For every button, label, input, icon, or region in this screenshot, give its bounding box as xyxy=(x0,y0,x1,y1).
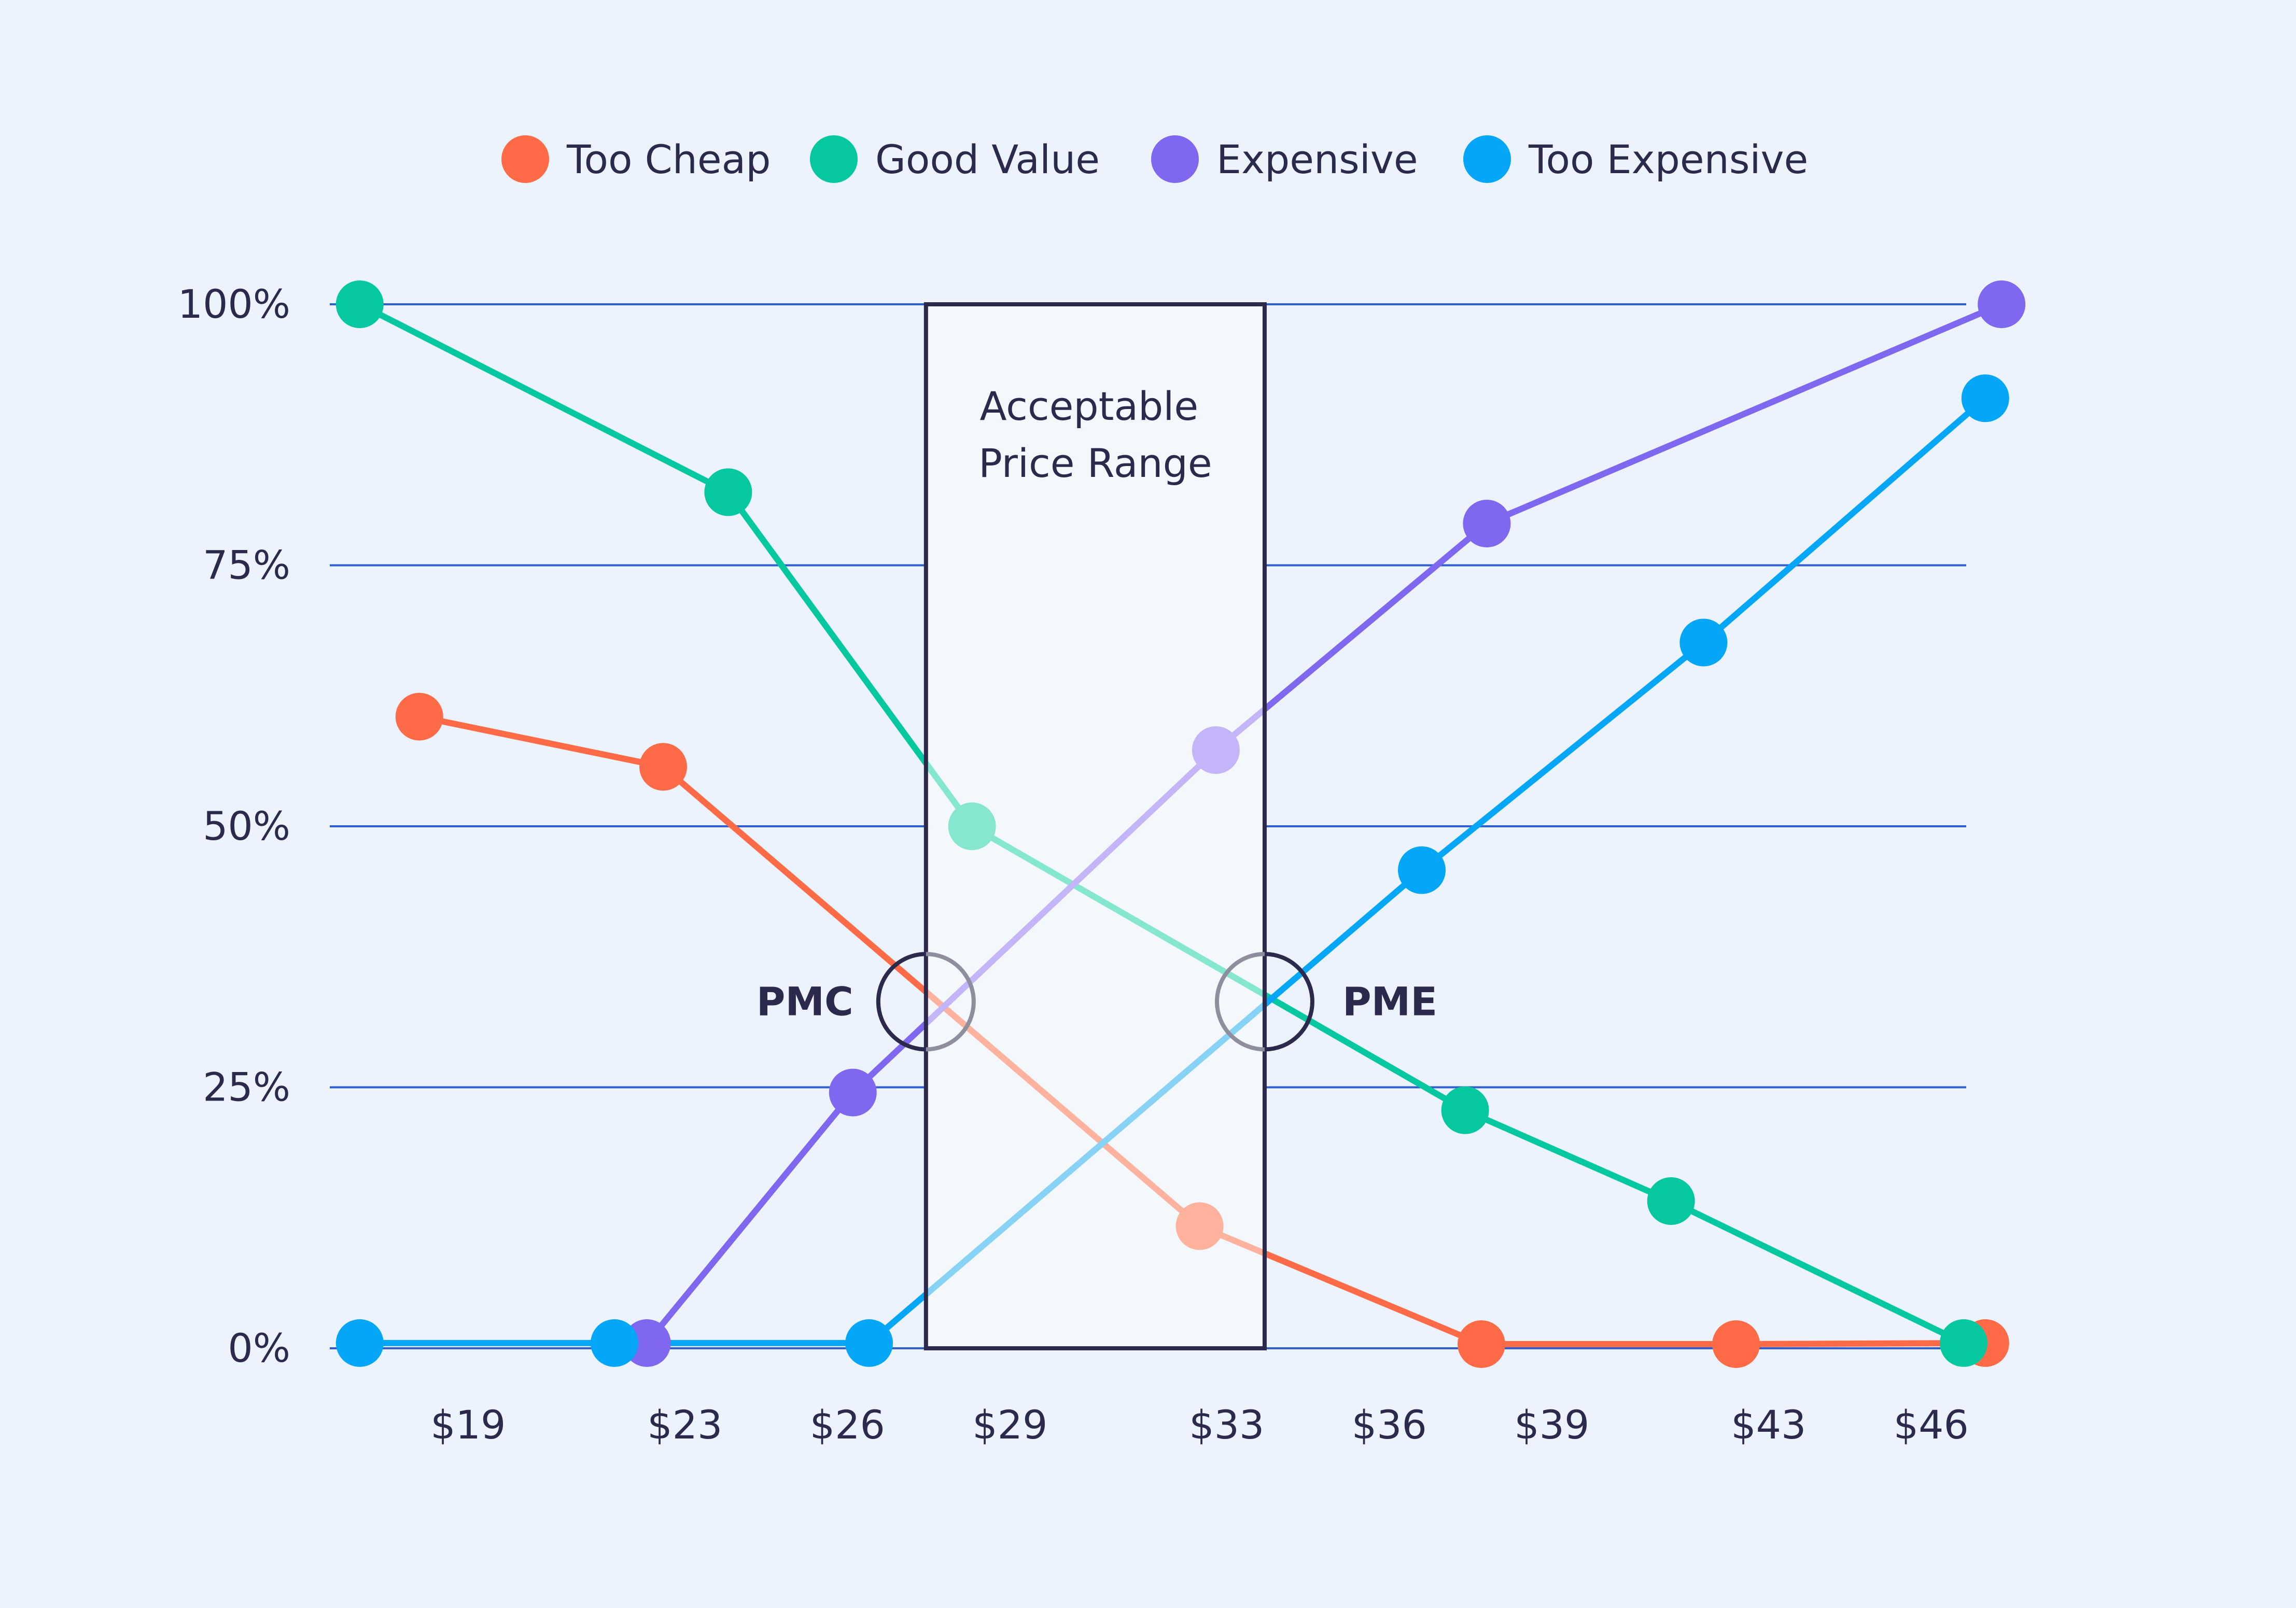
y-tick-label: 50% xyxy=(203,803,290,849)
data-point-expensive xyxy=(1978,280,2026,328)
series-expensive xyxy=(645,301,2003,1345)
acceptable-price-range-outline xyxy=(923,302,1267,1350)
legend-label: Too Cheap xyxy=(566,136,771,182)
series-too-expensive xyxy=(359,396,1987,1346)
series-points-good-value xyxy=(335,280,1987,1367)
acceptable-price-range: Acceptable Price Range xyxy=(923,302,1267,1350)
y-tick-label: 100% xyxy=(178,281,290,327)
legend-marker xyxy=(1151,135,1199,183)
data-point-good-value xyxy=(335,280,384,328)
data-point-too-cheap xyxy=(1712,1320,1760,1368)
y-axis-tick-labels: 0% 25% 50% 75% 100% xyxy=(178,281,290,1371)
data-point-too-cheap xyxy=(1175,1202,1224,1250)
range-label-line-1: Acceptable xyxy=(979,383,1198,429)
series-line-too-cheap xyxy=(418,713,1985,1347)
legend: Too Cheap Good Value Expensive Too Expensiv… xyxy=(501,135,1808,183)
x-tick-label: $26 xyxy=(810,1402,885,1448)
data-point-too-cheap xyxy=(639,743,687,791)
annotation-circle-right-pmc xyxy=(926,952,976,1052)
legend-marker xyxy=(501,135,549,183)
series-good-value xyxy=(358,301,1965,1346)
legend-marker xyxy=(1463,135,1511,183)
x-tick-label: $23 xyxy=(647,1402,722,1448)
data-point-good-value xyxy=(1441,1086,1489,1134)
x-tick-label: $36 xyxy=(1352,1402,1427,1448)
legend-label: Expensive xyxy=(1216,136,1418,182)
y-tick-label: 0% xyxy=(228,1325,290,1371)
data-point-expensive xyxy=(1463,499,1511,547)
y-tick-label: 25% xyxy=(203,1064,290,1110)
data-point-expensive xyxy=(829,1068,877,1117)
data-point-expensive xyxy=(1192,726,1240,774)
annotation-circle-left-pmc xyxy=(876,952,926,1052)
series-line-too-expensive-in-range xyxy=(926,1000,1265,1299)
annotation-label-pme: PME xyxy=(1342,978,1437,1024)
series-points-expensive xyxy=(623,280,2026,1367)
series-line-good-value-in-range xyxy=(926,758,1265,998)
data-point-good-value xyxy=(1647,1177,1695,1225)
y-tick-label: 75% xyxy=(203,542,290,588)
data-point-good-value xyxy=(1940,1319,1987,1367)
series-points-too-expensive xyxy=(335,374,2009,1367)
annotation-pme: PME xyxy=(1215,952,1437,1052)
data-point-too-expensive xyxy=(1961,374,2009,422)
legend-item-too-expensive: Too Expensive xyxy=(1463,135,1808,183)
data-point-too-expensive xyxy=(335,1319,384,1367)
annotation-circle-right-pme xyxy=(1264,952,1314,1052)
series-line-expensive-in-range xyxy=(926,705,1265,1028)
legend-label: Good Value xyxy=(875,136,1100,182)
data-point-good-value xyxy=(704,468,752,516)
range-label-line-2: Price Range xyxy=(978,440,1212,486)
data-point-too-cheap xyxy=(395,693,443,741)
x-axis-tick-labels: $19 $23 $26 $29 $33 $36 $39 $43 $46 xyxy=(430,1402,1969,1448)
legend-marker xyxy=(810,135,858,183)
legend-item-expensive: Expensive xyxy=(1151,135,1418,183)
x-tick-label: $43 xyxy=(1731,1402,1806,1448)
annotation-label-pmc: PMC xyxy=(757,978,853,1024)
x-tick-label: $19 xyxy=(430,1402,506,1448)
data-point-too-cheap xyxy=(1457,1320,1505,1368)
x-tick-label: $29 xyxy=(972,1402,1047,1448)
x-tick-label: $46 xyxy=(1894,1402,1969,1448)
data-point-too-expensive xyxy=(1398,846,1446,894)
annotation-circle-left-pme xyxy=(1215,952,1265,1052)
data-point-too-expensive xyxy=(845,1319,893,1367)
legend-item-good-value: Good Value xyxy=(810,135,1100,183)
legend-item-too-cheap: Too Cheap xyxy=(501,135,771,183)
acceptable-price-range-label: Acceptable Price Range xyxy=(978,383,1212,486)
series-lines xyxy=(335,280,2026,1368)
legend-label: Too Expensive xyxy=(1528,136,1808,182)
series-line-expensive xyxy=(645,301,2003,1345)
annotation-pmc: PMC xyxy=(757,952,976,1052)
x-tick-label: $33 xyxy=(1189,1402,1264,1448)
data-point-too-expensive xyxy=(1679,618,1728,667)
data-point-too-expensive xyxy=(590,1319,638,1367)
intersection-annotations: PMC PME xyxy=(757,952,1437,1052)
series-too-cheap xyxy=(418,713,1985,1347)
x-tick-label: $39 xyxy=(1514,1402,1589,1448)
data-point-good-value xyxy=(948,802,996,850)
